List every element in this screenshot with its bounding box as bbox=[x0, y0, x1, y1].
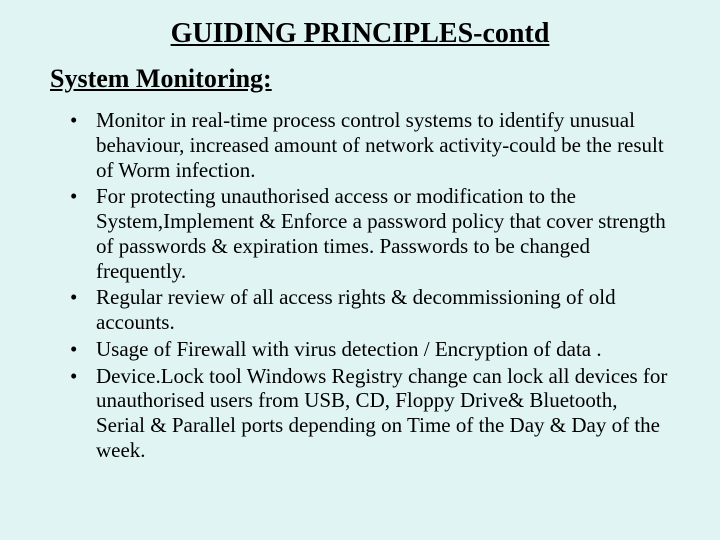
list-item: Usage of Firewall with virus detection /… bbox=[70, 337, 670, 362]
list-item: Regular review of all access rights & de… bbox=[70, 285, 670, 335]
list-item: For protecting unauthorised access or mo… bbox=[70, 184, 670, 283]
bullet-list: Monitor in real-time process control sys… bbox=[40, 108, 680, 463]
list-item: Monitor in real-time process control sys… bbox=[70, 108, 670, 182]
slide-subtitle: System Monitoring: bbox=[40, 64, 680, 94]
slide-title: GUIDING PRINCIPLES-contd bbox=[40, 18, 680, 50]
list-item: Device.Lock tool Windows Registry change… bbox=[70, 364, 670, 463]
slide: GUIDING PRINCIPLES-contd System Monitori… bbox=[0, 0, 720, 540]
